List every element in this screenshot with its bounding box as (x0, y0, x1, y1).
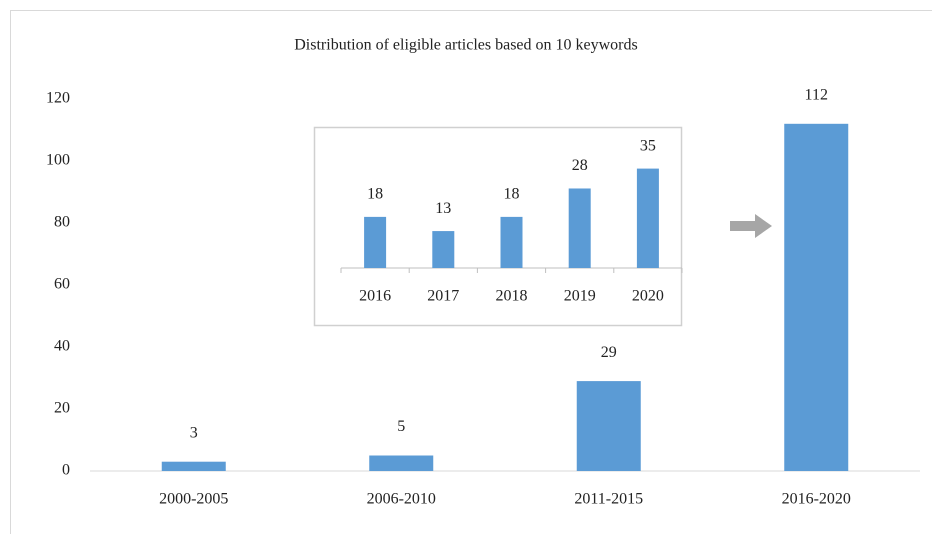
inset-x-tick-label: 2017 (427, 288, 459, 305)
chart-title: Distribution of eligible articles based … (294, 37, 637, 54)
y-tick-label: 40 (54, 338, 70, 355)
y-tick-label: 120 (46, 90, 70, 107)
data-label: 3 (190, 424, 198, 441)
data-label: 112 (805, 86, 828, 103)
y-tick-label: 80 (54, 214, 70, 231)
inset-data-label: 28 (572, 157, 588, 174)
chart-border (10, 10, 932, 534)
bar (636, 168, 659, 268)
bar (364, 216, 387, 268)
bar (568, 188, 591, 268)
bar (784, 123, 849, 472)
inset-x-tick-label: 2020 (632, 288, 664, 305)
inset-x-tick-label: 2019 (564, 288, 596, 305)
bar (432, 231, 455, 268)
inset-x-tick-label: 2018 (496, 288, 528, 305)
bar (500, 216, 523, 268)
y-tick-label: 60 (54, 276, 70, 293)
data-label: 29 (601, 344, 617, 361)
y-tick-label: 0 (62, 462, 70, 479)
y-tick-label: 100 (46, 152, 70, 169)
inset-data-label: 35 (640, 137, 656, 154)
data-label: 5 (397, 418, 405, 435)
inset-data-label: 18 (367, 186, 383, 203)
x-tick-label: 2006-2010 (367, 491, 436, 508)
y-tick-label: 20 (54, 400, 70, 417)
inset-data-label: 18 (504, 186, 520, 203)
bar (576, 381, 641, 471)
arrow (730, 214, 772, 238)
inset-x-tick-label: 2016 (359, 288, 391, 305)
x-tick-label: 2011-2015 (574, 491, 643, 508)
bar (161, 461, 226, 471)
x-tick-label: 2016-2020 (782, 491, 851, 508)
inset-data-label: 13 (435, 200, 451, 217)
x-tick-label: 2000-2005 (159, 491, 228, 508)
bar (369, 455, 434, 471)
